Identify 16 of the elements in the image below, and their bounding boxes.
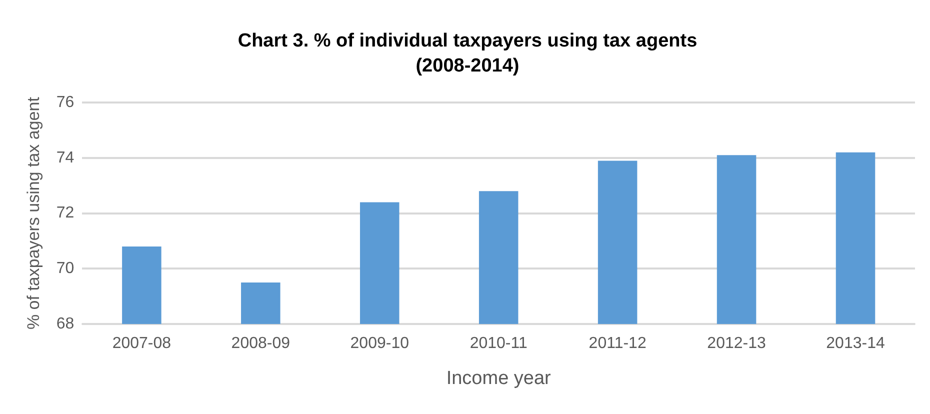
x-tick-label: 2010-11 (470, 335, 528, 352)
y-tick-label: 72 (56, 204, 74, 222)
x-tick-label: 2011-12 (588, 335, 646, 352)
x-tick-label: 2012-13 (707, 335, 766, 352)
y-axis-title: % of taxpayers using tax agent (24, 96, 43, 330)
chart-subtitle: (2008-2014) (416, 55, 520, 76)
x-axis-title: Income year (446, 368, 552, 389)
x-tick-label: 2008-09 (231, 335, 290, 352)
y-tick-label: 68 (56, 315, 74, 332)
chart-title: Chart 3. % of individual taxpayers using tax agents (238, 30, 698, 52)
x-tick-label: 2009-10 (350, 335, 410, 352)
y-tick-label: 76 (56, 94, 74, 112)
x-tick-label: 2013-14 (826, 335, 885, 352)
y-tick-label: 70 (56, 260, 74, 278)
y-tick-label: 74 (56, 149, 74, 166)
x-tick-label: 2007-08 (112, 335, 172, 352)
